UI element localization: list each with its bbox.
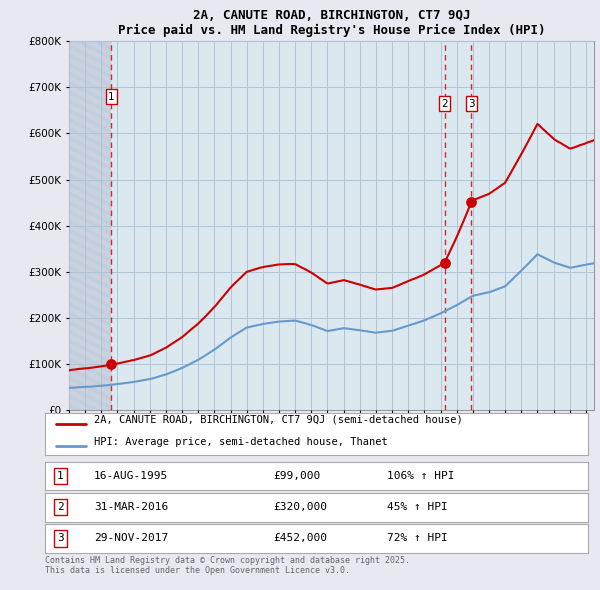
Text: £320,000: £320,000 (273, 502, 327, 512)
Text: 2A, CANUTE ROAD, BIRCHINGTON, CT7 9QJ (semi-detached house): 2A, CANUTE ROAD, BIRCHINGTON, CT7 9QJ (s… (94, 414, 463, 424)
Text: 29-NOV-2017: 29-NOV-2017 (94, 533, 168, 543)
Text: Contains HM Land Registry data © Crown copyright and database right 2025.
This d: Contains HM Land Registry data © Crown c… (45, 556, 410, 575)
Title: 2A, CANUTE ROAD, BIRCHINGTON, CT7 9QJ
Price paid vs. HM Land Registry's House Pr: 2A, CANUTE ROAD, BIRCHINGTON, CT7 9QJ Pr… (118, 9, 545, 37)
Text: 106% ↑ HPI: 106% ↑ HPI (387, 471, 455, 481)
Text: 3: 3 (468, 99, 475, 109)
Text: 2: 2 (57, 502, 64, 512)
Text: 31-MAR-2016: 31-MAR-2016 (94, 502, 168, 512)
Text: 16-AUG-1995: 16-AUG-1995 (94, 471, 168, 481)
Text: 3: 3 (57, 533, 64, 543)
Text: £452,000: £452,000 (273, 533, 327, 543)
Point (467, 197, 476, 206)
Point (440, 258, 449, 267)
Text: £99,000: £99,000 (273, 471, 320, 481)
Text: 45% ↑ HPI: 45% ↑ HPI (387, 502, 448, 512)
Text: 2: 2 (441, 99, 448, 109)
Text: 1: 1 (57, 471, 64, 481)
Text: HPI: Average price, semi-detached house, Thanet: HPI: Average price, semi-detached house,… (94, 437, 388, 447)
Text: 1: 1 (108, 91, 115, 101)
Point (107, 360, 116, 369)
Text: 72% ↑ HPI: 72% ↑ HPI (387, 533, 448, 543)
